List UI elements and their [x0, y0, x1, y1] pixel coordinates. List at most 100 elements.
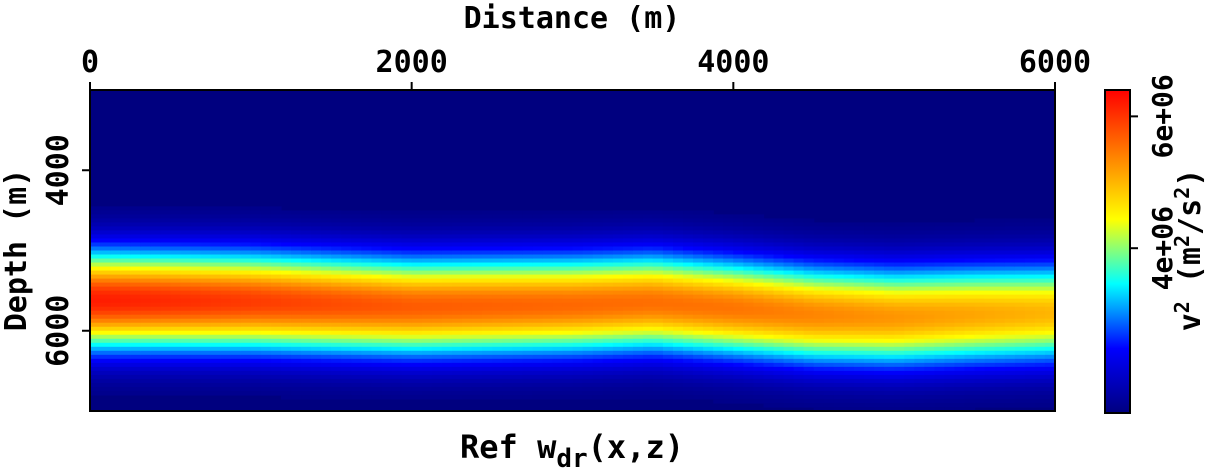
- heatmap-cell: [874, 318, 885, 324]
- heatmap-cell: [743, 398, 755, 404]
- heatmap-cell: [1004, 306, 1016, 312]
- heatmap-cell: [763, 398, 775, 404]
- heatmap-cell: [331, 226, 342, 232]
- heatmap-cell: [1014, 226, 1026, 232]
- heatmap-cell: [853, 318, 865, 324]
- heatmap-cell: [843, 298, 855, 304]
- heatmap-cell: [351, 334, 362, 340]
- heatmap-cell: [120, 330, 131, 336]
- heatmap-cell: [934, 394, 946, 400]
- heatmap-cell: [853, 258, 865, 264]
- heatmap-cell: [602, 246, 614, 252]
- heatmap-cell: [401, 298, 413, 304]
- heatmap-cell: [110, 214, 121, 219]
- heatmap-cell: [944, 334, 956, 340]
- heatmap-cell: [301, 222, 312, 228]
- heatmap-cell: [964, 346, 976, 352]
- heatmap-cell: [864, 262, 875, 268]
- heatmap-cell: [180, 354, 192, 360]
- heatmap-cell: [130, 330, 141, 336]
- heatmap-cell: [100, 346, 111, 352]
- heatmap-cell: [984, 262, 996, 268]
- heatmap-cell: [853, 374, 865, 380]
- heatmap-cell: [552, 342, 564, 348]
- heatmap-cell: [391, 270, 403, 276]
- heatmap-cell: [773, 318, 785, 324]
- heatmap-cell: [1024, 402, 1036, 408]
- heatmap-cell: [522, 382, 533, 388]
- heatmap-cell: [843, 282, 855, 288]
- heatmap-cell: [944, 350, 956, 356]
- heatmap-cell: [652, 250, 664, 256]
- heatmap-cell: [853, 262, 865, 268]
- heatmap-cell: [552, 378, 564, 384]
- heatmap-cell: [90, 214, 101, 219]
- heatmap-cell: [451, 318, 463, 324]
- heatmap-cell: [984, 390, 996, 396]
- heatmap-cell: [150, 262, 161, 268]
- heatmap-cell: [461, 270, 473, 276]
- heatmap-cell: [773, 374, 785, 380]
- heatmap-cell: [301, 254, 312, 260]
- heatmap-cell: [512, 266, 523, 272]
- heatmap-cell: [301, 370, 312, 376]
- heatmap-cell: [944, 238, 956, 244]
- heatmap-cell: [723, 226, 734, 232]
- heatmap-cell: [351, 390, 362, 396]
- heatmap-cell: [1044, 382, 1056, 388]
- heatmap-cell: [301, 362, 312, 368]
- heatmap-cell: [1024, 290, 1036, 296]
- heatmap-cell: [1034, 270, 1046, 276]
- heatmap-cell: [823, 330, 835, 336]
- heatmap-cell: [904, 350, 915, 356]
- heatmap-cell: [733, 226, 744, 232]
- heatmap-cell: [140, 246, 151, 252]
- heatmap-cell: [381, 250, 393, 256]
- heatmap-cell: [954, 338, 966, 344]
- heatmap-cell: [160, 254, 172, 260]
- heatmap-cell: [311, 394, 322, 400]
- heatmap-cell: [1014, 334, 1026, 340]
- heatmap-cell: [622, 230, 634, 236]
- heatmap-cell: [894, 254, 905, 260]
- heatmap-cell: [311, 294, 322, 300]
- heatmap-cell: [401, 210, 413, 215]
- heatmap-cell: [190, 278, 202, 284]
- heatmap-cell: [662, 330, 674, 336]
- heatmap-cell: [280, 298, 292, 304]
- heatmap-cell: [793, 366, 805, 372]
- heatmap-cell: [1044, 370, 1056, 376]
- heatmap-cell: [150, 302, 161, 308]
- heatmap-cell: [984, 378, 996, 384]
- heatmap-cell: [974, 398, 986, 404]
- heatmap-cell: [914, 310, 925, 316]
- heatmap-cell: [291, 226, 302, 232]
- heatmap-cell: [1024, 270, 1036, 276]
- heatmap-cell: [934, 354, 946, 360]
- heatmap-cell: [693, 306, 704, 312]
- heatmap-cell: [210, 330, 222, 336]
- heatmap-cell: [944, 310, 956, 316]
- heatmap-cell: [924, 386, 935, 392]
- heatmap-cell: [632, 386, 644, 392]
- heatmap-cell: [984, 366, 996, 372]
- heatmap-cell: [230, 346, 242, 352]
- heatmap-cell: [723, 334, 734, 340]
- heatmap-cell: [562, 250, 574, 256]
- heatmap-cell: [743, 362, 755, 368]
- heatmap-cell: [361, 302, 373, 308]
- heatmap-cell: [100, 290, 111, 296]
- heatmap-cell: [944, 314, 956, 320]
- heatmap-cell: [964, 386, 976, 392]
- heatmap-cell: [291, 266, 302, 272]
- heatmap-cell: [270, 270, 282, 276]
- heatmap-cell: [612, 294, 624, 300]
- heatmap-cell: [311, 366, 322, 372]
- heatmap-cell: [552, 390, 564, 396]
- heatmap-cell: [703, 306, 714, 312]
- heatmap-cell: [542, 326, 553, 332]
- heatmap-cell: [331, 238, 342, 244]
- heatmap-cell: [924, 358, 935, 364]
- heatmap-cell: [280, 238, 292, 244]
- heatmap-cell: [894, 222, 905, 228]
